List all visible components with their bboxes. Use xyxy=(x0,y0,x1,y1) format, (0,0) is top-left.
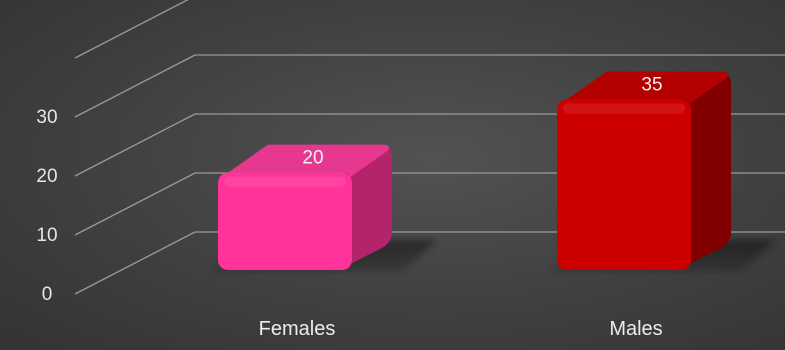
bar-males xyxy=(549,71,776,272)
gridline-30 xyxy=(74,54,785,118)
x-category-label-females: Females xyxy=(259,318,336,340)
y-tick-label-0: 0 xyxy=(42,284,53,305)
x-category-label-males: Males xyxy=(609,318,662,340)
y-tick-label-30: 30 xyxy=(36,107,57,128)
y-tick-label-10: 10 xyxy=(36,225,57,246)
y-tick-label-20: 20 xyxy=(36,166,57,187)
data-label-males: 35 xyxy=(641,75,662,96)
bar-females xyxy=(210,144,437,272)
data-label-females: 20 xyxy=(302,148,323,169)
gridline-40 xyxy=(74,0,189,59)
